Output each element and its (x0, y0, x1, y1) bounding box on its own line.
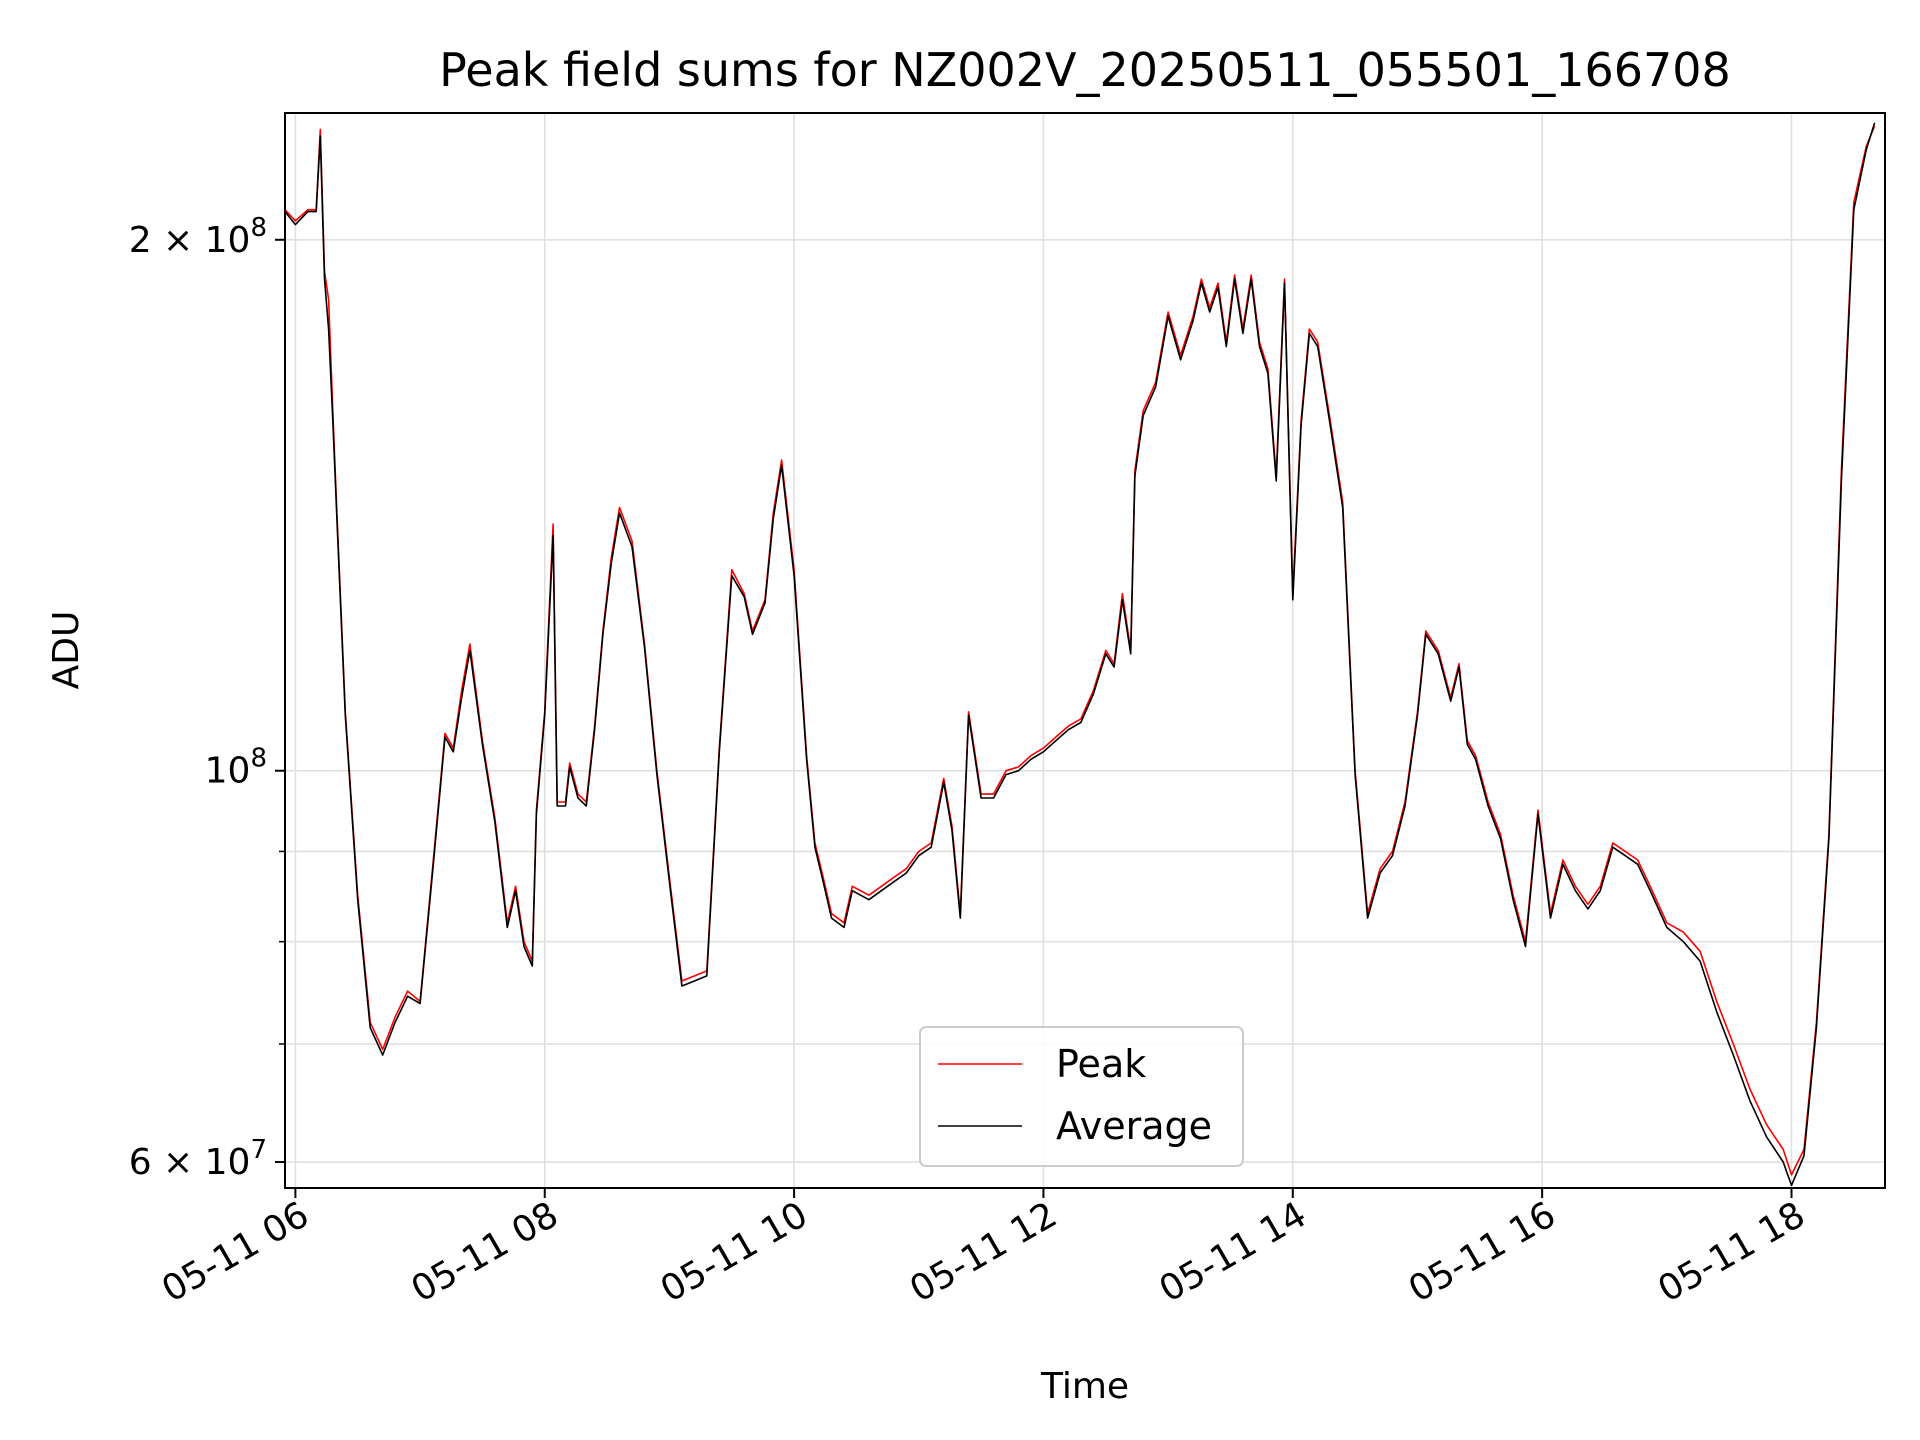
chart-title: Peak field sums for NZ002V_20250511_0555… (439, 43, 1731, 97)
series-line-average (284, 122, 1876, 1187)
legend-box (919, 1026, 1244, 1167)
plot-frame (284, 112, 1886, 1189)
y-tick-label: 108 (205, 744, 267, 792)
legend-label-average: Average (1056, 1104, 1212, 1148)
y-tick-label: 6 × 107 (129, 1135, 267, 1183)
legend-label-peak: Peak (1056, 1042, 1146, 1086)
y-axis-label: ADU (46, 611, 87, 690)
x-axis-label: Time (1040, 1366, 1129, 1407)
series-lines (284, 122, 1876, 1187)
y-tick-label: 2 × 108 (129, 213, 267, 261)
legend: Peak Average (919, 1026, 1244, 1167)
